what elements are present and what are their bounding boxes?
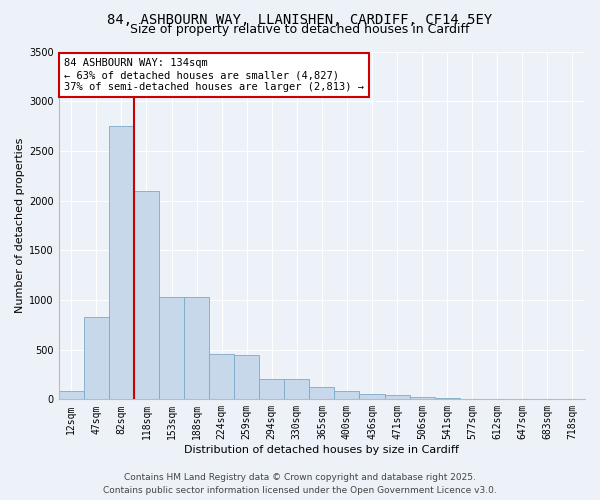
Bar xyxy=(234,354,259,400)
Bar xyxy=(434,398,460,400)
Text: 84 ASHBOURN WAY: 134sqm
← 63% of detached houses are smaller (4,827)
37% of semi: 84 ASHBOURN WAY: 134sqm ← 63% of detache… xyxy=(64,58,364,92)
Bar xyxy=(134,190,159,400)
Bar xyxy=(109,126,134,400)
Bar xyxy=(184,297,209,400)
Bar xyxy=(334,392,359,400)
Bar xyxy=(359,394,385,400)
Text: 84, ASHBOURN WAY, LLANISHEN, CARDIFF, CF14 5EY: 84, ASHBOURN WAY, LLANISHEN, CARDIFF, CF… xyxy=(107,12,493,26)
Bar xyxy=(209,354,234,400)
Bar xyxy=(84,317,109,400)
Bar xyxy=(159,297,184,400)
Text: Contains HM Land Registry data © Crown copyright and database right 2025.
Contai: Contains HM Land Registry data © Crown c… xyxy=(103,474,497,495)
Bar xyxy=(310,388,334,400)
Bar xyxy=(59,392,84,400)
Bar xyxy=(410,398,434,400)
Bar xyxy=(259,380,284,400)
Y-axis label: Number of detached properties: Number of detached properties xyxy=(15,138,25,313)
Bar xyxy=(284,380,310,400)
X-axis label: Distribution of detached houses by size in Cardiff: Distribution of detached houses by size … xyxy=(184,445,460,455)
Text: Size of property relative to detached houses in Cardiff: Size of property relative to detached ho… xyxy=(130,22,470,36)
Bar xyxy=(385,396,410,400)
